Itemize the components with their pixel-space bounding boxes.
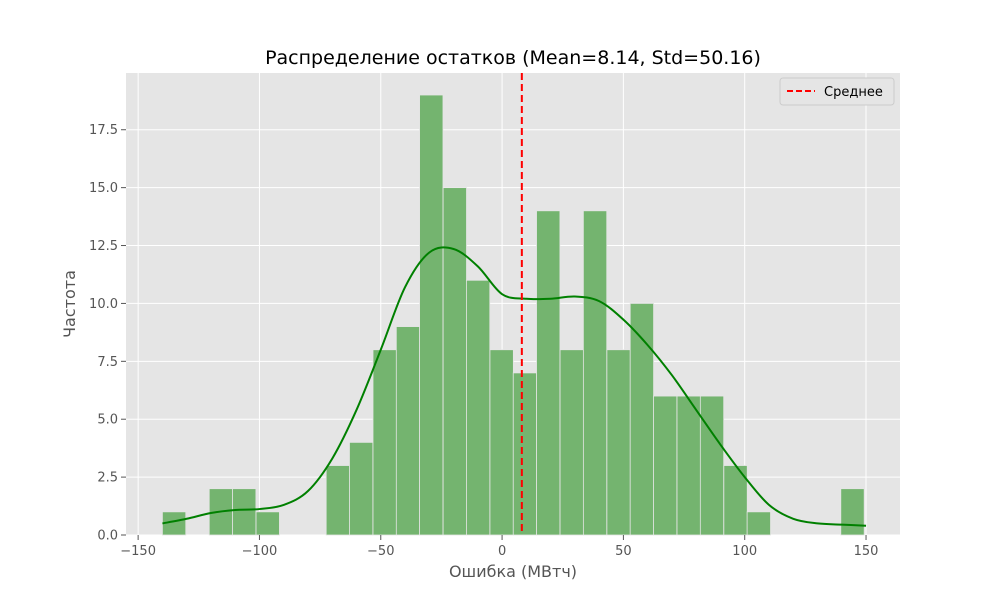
x-tick-label: 0 [498,544,506,559]
histogram-bar [489,349,514,536]
y-axis-label: Частота [60,270,79,338]
histogram-bar [699,395,725,536]
y-tick-label: 2.5 [97,471,118,486]
x-tick-label: −150 [120,544,156,559]
x-axis-label: Ошибка (МВтч) [449,562,577,581]
legend: Среднее [779,77,895,106]
x-axis-ticks: −150 −100 −50 0 50 100 150 [120,535,878,559]
histogram-bar [372,349,397,536]
y-tick-label: 10.0 [89,297,118,312]
histogram-bar [255,511,280,536]
histogram-bar [395,326,421,536]
histogram-bar [582,210,608,536]
histogram-bar [676,395,701,536]
y-axis-ticks: 0.0 2.5 5.0 7.5 10.0 12.5 15.0 17.5 [89,123,126,544]
y-tick-label: 15.0 [89,181,118,196]
y-tick-label: 12.5 [89,239,118,254]
legend-box [779,77,895,106]
x-tick-label: −100 [242,544,278,559]
histogram-bar [325,465,350,536]
y-tick-label: 17.5 [89,123,118,138]
histogram-bar [232,488,257,536]
y-tick-label: 0.0 [97,529,118,544]
x-tick-label: 150 [854,544,879,559]
histogram-bar [746,511,771,536]
x-tick-label: 100 [732,544,757,559]
y-tick-label: 5.0 [97,413,118,428]
histogram-bar [536,210,561,536]
chart-title: Распределение остатков (Mean=8.14, Std=5… [265,47,761,69]
x-tick-label: 50 [615,544,632,559]
histogram-bar [349,441,374,536]
histogram-bar [840,488,865,536]
kde-curve-group [162,246,867,527]
legend-mean-label: Среднее [824,85,883,100]
histogram-bar [419,94,444,536]
x-tick-label: −50 [367,544,394,559]
histogram-bars [161,94,865,536]
kde-curve [162,246,867,527]
histogram-bar [466,279,491,536]
histogram-bar [559,349,584,536]
histogram-bar [512,372,538,536]
histogram-bar [442,187,467,536]
y-tick-label: 7.5 [97,355,118,370]
histogram-bar [606,349,631,536]
histogram-bar [653,395,678,536]
